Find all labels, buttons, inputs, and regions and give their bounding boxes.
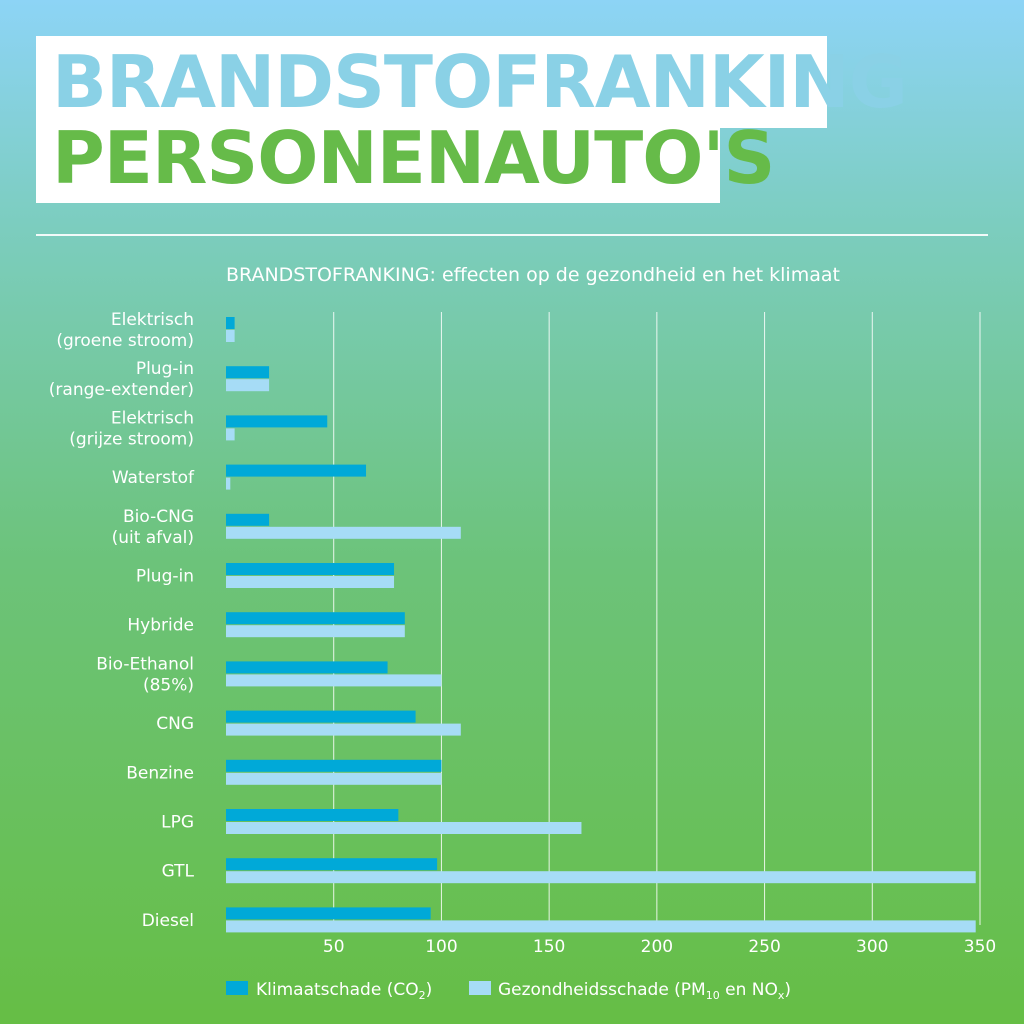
bar-gezondheid (226, 477, 231, 490)
category-label: Bio-CNG (123, 507, 194, 527)
category-label: Benzine (126, 763, 194, 783)
bar-klimaat (226, 366, 270, 379)
bar-klimaat (226, 612, 405, 625)
bar-gezondheid (226, 576, 395, 588)
bar-klimaat (226, 415, 328, 428)
chart-title: BRANDSTOFRANKING: effecten op de gezondh… (226, 264, 840, 286)
bar-gezondheid (226, 379, 270, 392)
category-label: CNG (156, 714, 194, 734)
x-tick-label: 350 (964, 937, 996, 957)
x-tick-labels: 50 100 150 200 250 300 350 (323, 937, 996, 957)
bar-klimaat (226, 858, 438, 871)
x-tick-label: 300 (856, 937, 888, 957)
bar-klimaat (226, 563, 395, 575)
category-label: LPG (161, 813, 194, 833)
bar-gezondheid (226, 723, 461, 736)
legend-swatch-gezondheid (469, 981, 491, 995)
bar-gezondheid (226, 920, 976, 933)
page-title-line-1: BRANDSTOFRANKING (52, 40, 908, 124)
bar-gezondheid (226, 871, 976, 884)
category-label: GTL (162, 862, 195, 882)
bar-gezondheid (226, 772, 442, 785)
category-label: Waterstof (112, 468, 195, 488)
bar-gezondheid (226, 330, 235, 342)
bar-klimaat (226, 907, 431, 920)
title-background-bottom (36, 128, 720, 203)
bar-klimaat (226, 710, 416, 723)
category-label: Diesel (142, 911, 194, 931)
legend: Klimaatschade (CO2) Gezondheidsschade (P… (226, 980, 791, 1002)
category-labels: Elektrisch(groene stroom)Plug-in(range-e… (49, 310, 195, 931)
category-label: (grijze stroom) (69, 429, 194, 449)
legend-swatch-klimaat (226, 981, 248, 995)
page-title-line-2: PERSONENAUTO'S (52, 116, 775, 200)
header-divider (36, 234, 988, 236)
category-label: (groene stroom) (56, 331, 194, 351)
bar-klimaat (226, 759, 442, 772)
x-tick-label: 250 (748, 937, 780, 957)
category-label: (uit afval) (112, 528, 194, 548)
category-label: Hybride (127, 616, 194, 636)
x-tick-label: 200 (641, 937, 673, 957)
bar-gezondheid (226, 526, 461, 539)
category-label: Elektrisch (111, 310, 194, 330)
bar-klimaat (226, 661, 388, 674)
category-label: (range-extender) (49, 380, 194, 400)
legend-label-gezondheid: Gezondheidsschade (PM10 en NOx) (498, 980, 791, 1002)
category-label: Plug-in (136, 359, 194, 379)
x-tick-label: 100 (425, 937, 457, 957)
title-background-top (36, 36, 827, 128)
x-tick-label: 50 (323, 937, 345, 957)
bar-klimaat (226, 464, 367, 477)
category-label: Plug-in (136, 567, 194, 587)
bar-klimaat (226, 317, 235, 329)
bar-gezondheid (226, 428, 235, 441)
bar-gezondheid (226, 674, 442, 687)
category-label: (85%) (143, 675, 194, 695)
x-tick-label: 150 (533, 937, 565, 957)
category-label: Bio-Ethanol (96, 654, 194, 674)
bar-gezondheid (226, 822, 582, 834)
bar-klimaat (226, 513, 270, 526)
category-label: Elektrisch (111, 408, 194, 428)
bar-klimaat (226, 809, 399, 821)
bars (226, 317, 976, 933)
bar-gezondheid (226, 625, 405, 638)
legend-label-klimaat: Klimaatschade (CO2) (256, 980, 432, 1002)
